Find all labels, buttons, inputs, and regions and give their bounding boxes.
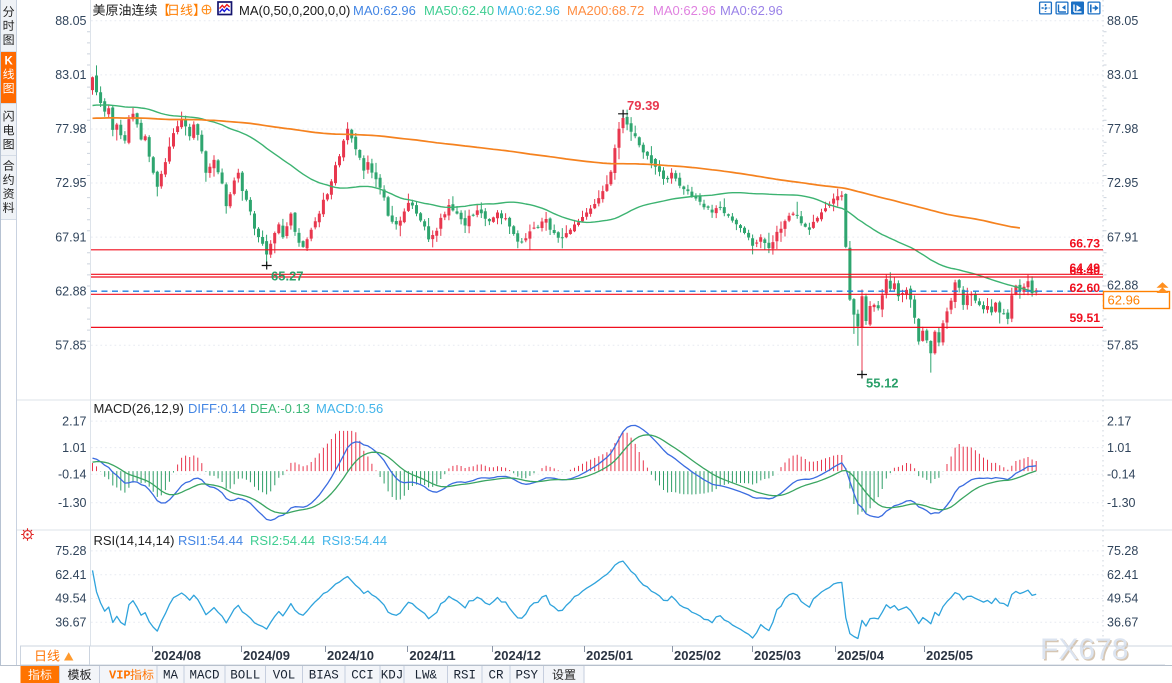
svg-text:62.41: 62.41 [1107, 568, 1138, 582]
svg-text:2.17: 2.17 [1107, 414, 1131, 428]
svg-text:MA0:62.96: MA0:62.96 [353, 3, 416, 18]
svg-text:67.91: 67.91 [1107, 230, 1138, 244]
svg-text:FX678: FX678 [1040, 633, 1128, 666]
svg-text:88.05: 88.05 [55, 14, 86, 28]
svg-text:2025/02: 2025/02 [674, 648, 721, 663]
svg-text:DEA:-0.13: DEA:-0.13 [250, 401, 310, 416]
svg-text:PSY: PSY [515, 669, 538, 683]
svg-text:RSI: RSI [453, 669, 476, 683]
svg-text:CR: CR [488, 669, 504, 683]
svg-text:FX678: FX678 [1042, 635, 1130, 668]
svg-text:49.54: 49.54 [1107, 592, 1138, 606]
svg-text:77.98: 77.98 [55, 122, 86, 136]
svg-text:MACD:0.56: MACD:0.56 [316, 401, 383, 416]
svg-text:KDJ: KDJ [381, 669, 404, 683]
svg-text:75.28: 75.28 [1107, 544, 1138, 558]
svg-text:-0.14: -0.14 [1107, 468, 1136, 482]
svg-text:RSI3:54.44: RSI3:54.44 [322, 533, 387, 548]
svg-text:MACD: MACD [189, 669, 219, 683]
svg-text:36.67: 36.67 [55, 616, 86, 630]
svg-text:MACD(26,12,9): MACD(26,12,9) [94, 401, 184, 416]
svg-text:2025/01: 2025/01 [586, 648, 633, 663]
svg-text:RSI(14,14,14): RSI(14,14,14) [94, 533, 175, 548]
svg-text:MA50:62.40: MA50:62.40 [424, 3, 494, 18]
svg-text:83.01: 83.01 [55, 68, 86, 82]
svg-text:57.85: 57.85 [1107, 338, 1138, 352]
svg-text:MA0:62.96: MA0:62.96 [720, 3, 783, 18]
svg-text:62.41: 62.41 [55, 568, 86, 582]
svg-text:1.01: 1.01 [1107, 441, 1131, 455]
svg-text:2024/12: 2024/12 [494, 648, 541, 663]
svg-text:57.85: 57.85 [55, 338, 86, 352]
svg-text:MA0:62.96: MA0:62.96 [653, 3, 716, 18]
svg-text:MA: MA [163, 669, 179, 683]
svg-text:BOLL: BOLL [230, 669, 260, 683]
svg-text:72.95: 72.95 [55, 176, 86, 190]
svg-text:62.88: 62.88 [55, 284, 86, 298]
svg-text:88.05: 88.05 [1107, 14, 1138, 28]
svg-text:2024/09: 2024/09 [243, 648, 290, 663]
svg-text:2025/05: 2025/05 [926, 648, 973, 663]
svg-text:RSI1:54.44: RSI1:54.44 [178, 533, 243, 548]
svg-text:VIP: VIP [109, 669, 131, 683]
svg-text:VOL: VOL [273, 669, 296, 683]
svg-text:MA0:62.96: MA0:62.96 [497, 3, 560, 18]
svg-text:RSI2:54.44: RSI2:54.44 [250, 533, 315, 548]
svg-text:72.95: 72.95 [1107, 176, 1138, 190]
svg-text:MA(0,50,0,200,0,0): MA(0,50,0,200,0,0) [239, 3, 350, 18]
svg-text:2024/10: 2024/10 [327, 648, 374, 663]
svg-text:2025/03: 2025/03 [754, 648, 801, 663]
svg-text:BIAS: BIAS [309, 669, 339, 683]
svg-text:2024/11: 2024/11 [409, 648, 455, 663]
svg-text:66.73: 66.73 [1070, 237, 1101, 251]
svg-text:62.88: 62.88 [1107, 279, 1138, 293]
svg-text:55.12: 55.12 [866, 376, 899, 391]
svg-text:65.27: 65.27 [271, 269, 304, 284]
svg-text:79.39: 79.39 [627, 98, 660, 113]
svg-text:62.60: 62.60 [1070, 281, 1101, 295]
svg-text:LW&: LW& [414, 669, 437, 683]
svg-text:67.91: 67.91 [55, 230, 86, 244]
svg-text:64.40: 64.40 [1070, 264, 1101, 278]
svg-text:75.28: 75.28 [55, 544, 86, 558]
svg-text:-1.30: -1.30 [58, 496, 87, 510]
svg-text:49.54: 49.54 [55, 592, 86, 606]
svg-text:64.49: 64.49 [1070, 261, 1101, 275]
svg-text:2024/08: 2024/08 [154, 648, 201, 663]
svg-text:83.01: 83.01 [1107, 68, 1138, 82]
svg-text:-1.30: -1.30 [1107, 496, 1136, 510]
svg-text:K: K [4, 56, 13, 68]
svg-text:2025/04: 2025/04 [837, 648, 885, 663]
svg-text:77.98: 77.98 [1107, 122, 1138, 136]
svg-text:2.17: 2.17 [62, 414, 86, 428]
svg-text:36.67: 36.67 [1107, 616, 1138, 630]
svg-text:-0.14: -0.14 [58, 468, 87, 482]
svg-text:59.51: 59.51 [1070, 311, 1101, 325]
svg-text:1.01: 1.01 [62, 441, 86, 455]
svg-text:DIFF:0.14: DIFF:0.14 [188, 401, 246, 416]
svg-text:62.96: 62.96 [1108, 293, 1141, 308]
svg-text:CCI: CCI [351, 669, 374, 683]
svg-text:MA200:68.72: MA200:68.72 [567, 3, 644, 18]
